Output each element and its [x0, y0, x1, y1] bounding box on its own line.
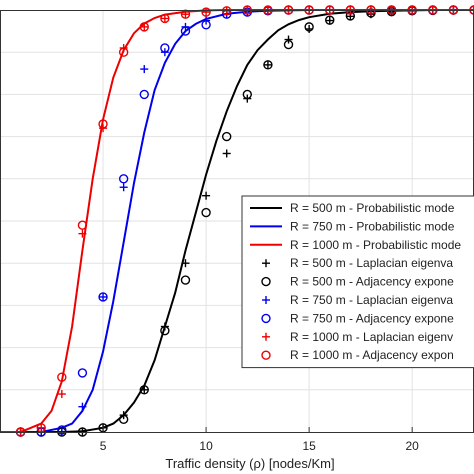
x-tick-label: 10: [199, 439, 213, 453]
circle-marker: [57, 425, 67, 435]
legend-label: R = 1000 m - Adjacency expon: [290, 348, 454, 362]
plus-marker: [140, 65, 149, 74]
circle-marker: [118, 47, 129, 57]
circle-marker: [242, 89, 253, 100]
legend-label: R = 500 m - Laplacian eigenva: [290, 256, 453, 270]
legend-label: R = 500 m - Probabilistic mode: [290, 201, 455, 215]
circle-marker: [139, 22, 149, 32]
x-axis-label: Traffic density (ρ) [nodes/Km]: [165, 456, 334, 471]
legend-label: R = 750 m - Laplacian eigenva: [290, 293, 453, 307]
circle-marker: [180, 275, 191, 285]
circle-marker: [160, 13, 170, 24]
plus-marker: [202, 8, 211, 17]
legend-label: R = 1000 m - Laplacian eigenv: [290, 330, 453, 344]
circle-marker: [160, 326, 170, 336]
plus-marker: [263, 60, 272, 69]
legend-label: R = 1000 m - Probabilistic mode: [290, 238, 461, 252]
circle-marker: [180, 26, 191, 36]
x-tick-label: 15: [302, 439, 316, 453]
circle-marker: [263, 60, 273, 70]
legend-circle-swatch: [261, 276, 271, 287]
legend: R = 500 m - Probabilistic mode R = 750 m …: [241, 195, 474, 369]
circle-marker: [201, 7, 211, 17]
circle-marker: [118, 414, 129, 425]
legend-circle-swatch: [261, 313, 271, 324]
x-tick-label: 5: [100, 439, 107, 453]
plus-marker: [99, 292, 108, 301]
plus-marker: [37, 423, 46, 432]
circle-marker: [36, 423, 46, 433]
plus-marker: [284, 35, 293, 44]
circle-marker: [201, 20, 211, 30]
circle-marker: [201, 207, 211, 218]
circle-marker: [304, 22, 314, 32]
circle-marker: [283, 39, 294, 50]
plus-marker: [78, 402, 87, 411]
x-tick-label: 20: [405, 439, 419, 453]
circle-marker: [57, 372, 67, 382]
circle-marker: [77, 220, 88, 230]
circle-marker: [221, 131, 232, 142]
x-axis-ticks: 5 10 15 20: [100, 427, 419, 453]
plus-marker: [181, 259, 190, 268]
plus-marker: [78, 229, 87, 238]
plus-marker: [57, 390, 66, 399]
plus-marker: [305, 24, 314, 33]
circle-marker: [98, 292, 108, 302]
plus-marker: [181, 10, 190, 19]
circle-marker: [118, 174, 129, 184]
circle-marker: [139, 385, 149, 395]
circle-marker: [139, 89, 149, 100]
legend-box: [241, 195, 474, 369]
plus-marker: [202, 191, 211, 200]
legend-label: R = 500 m - Adjacency expone: [290, 275, 454, 289]
legend-label: R = 750 m - Adjacency expone: [290, 311, 454, 325]
legend-circle-swatch: [261, 350, 271, 360]
grid-lines: [0, 10, 474, 432]
plus-marker: [222, 149, 231, 158]
curve-series-0: [0, 9, 474, 433]
plus-marker: [325, 16, 334, 25]
circle-marker: [325, 15, 335, 25]
circle-marker: [77, 368, 88, 378]
plus-marker: [160, 14, 169, 23]
circle-marker: [98, 119, 108, 129]
plus-marker: [140, 385, 149, 394]
legend-label: R = 750 m - Probabilistic mode: [290, 219, 455, 233]
plus-marker: [119, 183, 128, 192]
circle-marker: [160, 43, 170, 53]
plus-marker: [140, 22, 149, 31]
